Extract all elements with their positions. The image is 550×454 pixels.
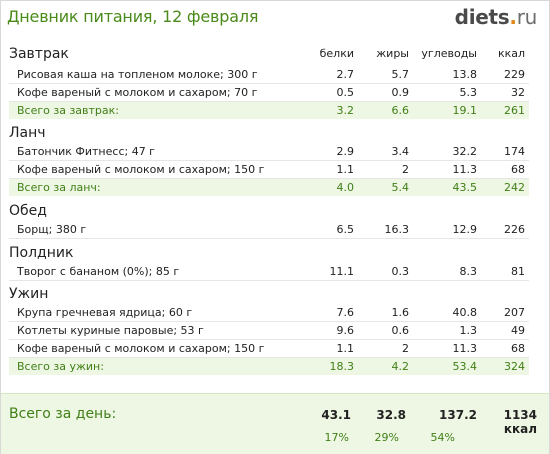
meal-total-row: Всего за завтрак: 3.2 6.6 19.1 261: [9, 102, 529, 119]
meal-title-snack: Полдник: [9, 245, 74, 261]
meal-title-breakfast: Завтрак: [9, 46, 69, 62]
fat-value: 1.6: [391, 306, 410, 319]
carbs-value: 13.8: [452, 68, 478, 81]
table-row: Борщ; 380 г 6.5 16.3 12.9 226: [9, 221, 529, 239]
protein-total: 4.0: [336, 181, 355, 194]
kcal-value: 226: [504, 223, 525, 236]
day-fat-total: 32.8: [376, 408, 406, 422]
protein-value: 11.1: [329, 265, 355, 278]
carbs-value: 40.8: [452, 306, 478, 319]
carbs-value: 32.2: [452, 145, 478, 158]
fat-value: 0.6: [391, 324, 410, 337]
protein-value: 0.5: [336, 86, 355, 99]
logo-dot: .: [509, 5, 517, 29]
carbs-total: 43.5: [452, 181, 478, 194]
fat-total: 6.6: [391, 104, 410, 117]
fat-total: 5.4: [391, 181, 410, 194]
protein-value: 2.9: [336, 145, 355, 158]
fat-total: 4.2: [391, 360, 410, 373]
table-row: Кофе вареный с молоком и сахаром; 70 г 0…: [9, 84, 529, 102]
day-fat-percent: 29%: [374, 431, 399, 444]
protein-value: 7.6: [336, 306, 355, 319]
meal-title-lunch: Ланч: [9, 125, 46, 141]
table-row: Кофе вареный с молоком и сахаром; 150 г …: [9, 161, 529, 179]
table-row: Батончик Фитнесс; 47 г 2.9 3.4 32.2 174: [9, 143, 529, 161]
food-name: Кофе вареный с молоком и сахаром; 150 г: [17, 163, 265, 176]
carbs-total: 19.1: [452, 104, 478, 117]
table-row: Котлеты куриные паровые; 53 г 9.6 0.6 1.…: [9, 322, 529, 340]
carbs-value: 12.9: [452, 223, 478, 236]
protein-total: 18.3: [329, 360, 355, 373]
carbs-value: 5.3: [459, 86, 478, 99]
table-row: Кофе вареный с молоком и сахаром; 150 г …: [9, 340, 529, 358]
protein-value: 9.6: [336, 324, 355, 337]
protein-total: 3.2: [336, 104, 355, 117]
food-name: Батончик Фитнесс; 47 г: [17, 145, 155, 158]
logo-main: diets: [454, 5, 510, 29]
food-name: Борщ; 380 г: [17, 223, 87, 236]
fat-value: 5.7: [391, 68, 410, 81]
day-protein-percent: 17%: [324, 431, 349, 444]
fat-value: 2: [402, 342, 409, 355]
table-row: Творог с бананом (0%); 85 г 11.1 0.3 8.3…: [9, 263, 529, 281]
col-header-fat: жиры: [376, 47, 409, 60]
fat-value: 2: [402, 163, 409, 176]
meal-title-supper: Ужин: [9, 286, 49, 302]
col-header-carbs: углеводы: [421, 47, 477, 60]
food-name: Кофе вареный с молоком и сахаром; 150 г: [17, 342, 265, 355]
day-total-panel: Всего за день: 43.1 32.8 137.2 1134 ккал…: [1, 393, 549, 454]
site-logo[interactable]: diets.ru: [454, 5, 538, 29]
carbs-total: 53.4: [452, 360, 478, 373]
meal-total-row: Всего за ланч: 4.0 5.4 43.5 242: [9, 179, 529, 196]
fat-value: 16.3: [384, 223, 410, 236]
fat-value: 0.9: [391, 86, 410, 99]
logo-tld: ru: [516, 5, 538, 29]
table-row: Крупа гречневая ядрица; 60 г 7.6 1.6 40.…: [9, 304, 529, 322]
kcal-value: 32: [511, 86, 525, 99]
carbs-value: 11.3: [452, 163, 478, 176]
total-label: Всего за завтрак:: [17, 104, 120, 117]
day-carbs-percent: 54%: [430, 431, 455, 444]
carbs-value: 11.3: [452, 342, 478, 355]
kcal-value: 68: [511, 163, 525, 176]
kcal-value: 81: [511, 265, 525, 278]
kcal-total: 261: [504, 104, 525, 117]
carbs-value: 1.3: [459, 324, 478, 337]
kcal-value: 229: [504, 68, 525, 81]
food-name: Кофе вареный с молоком и сахаром; 70 г: [17, 86, 258, 99]
food-name: Крупа гречневая ядрица; 60 г: [17, 306, 193, 319]
food-name: Котлеты куриные паровые; 53 г: [17, 324, 204, 337]
total-label: Всего за ланч:: [17, 181, 101, 194]
day-total-label: Всего за день:: [9, 406, 117, 422]
kcal-total: 324: [504, 360, 525, 373]
carbs-value: 8.3: [459, 265, 478, 278]
total-label: Всего за ужин:: [17, 360, 104, 373]
meal-title-dinner: Обед: [9, 203, 47, 219]
kcal-total: 242: [504, 181, 525, 194]
kcal-value: 207: [504, 306, 525, 319]
food-name: Творог с бананом (0%); 85 г: [17, 265, 180, 278]
food-name: Рисовая каша на топленом молоке; 300 г: [17, 68, 258, 81]
fat-value: 3.4: [391, 145, 410, 158]
col-header-protein: белки: [319, 47, 354, 60]
protein-value: 2.7: [336, 68, 355, 81]
protein-value: 1.1: [336, 163, 355, 176]
protein-value: 1.1: [336, 342, 355, 355]
fat-value: 0.3: [391, 265, 410, 278]
day-protein-total: 43.1: [321, 408, 351, 422]
day-kcal-total: 1134 ккал: [503, 408, 537, 436]
col-header-kcal: ккал: [497, 47, 525, 60]
meal-total-row: Всего за ужин: 18.3 4.2 53.4 324: [9, 358, 529, 375]
kcal-value: 174: [504, 145, 525, 158]
kcal-value: 68: [511, 342, 525, 355]
page-title: Дневник питания, 12 февраля: [7, 7, 259, 26]
kcal-value: 49: [511, 324, 525, 337]
day-carbs-total: 137.2: [439, 408, 477, 422]
table-row: Рисовая каша на топленом молоке; 300 г 2…: [9, 66, 529, 84]
protein-value: 6.5: [336, 223, 355, 236]
